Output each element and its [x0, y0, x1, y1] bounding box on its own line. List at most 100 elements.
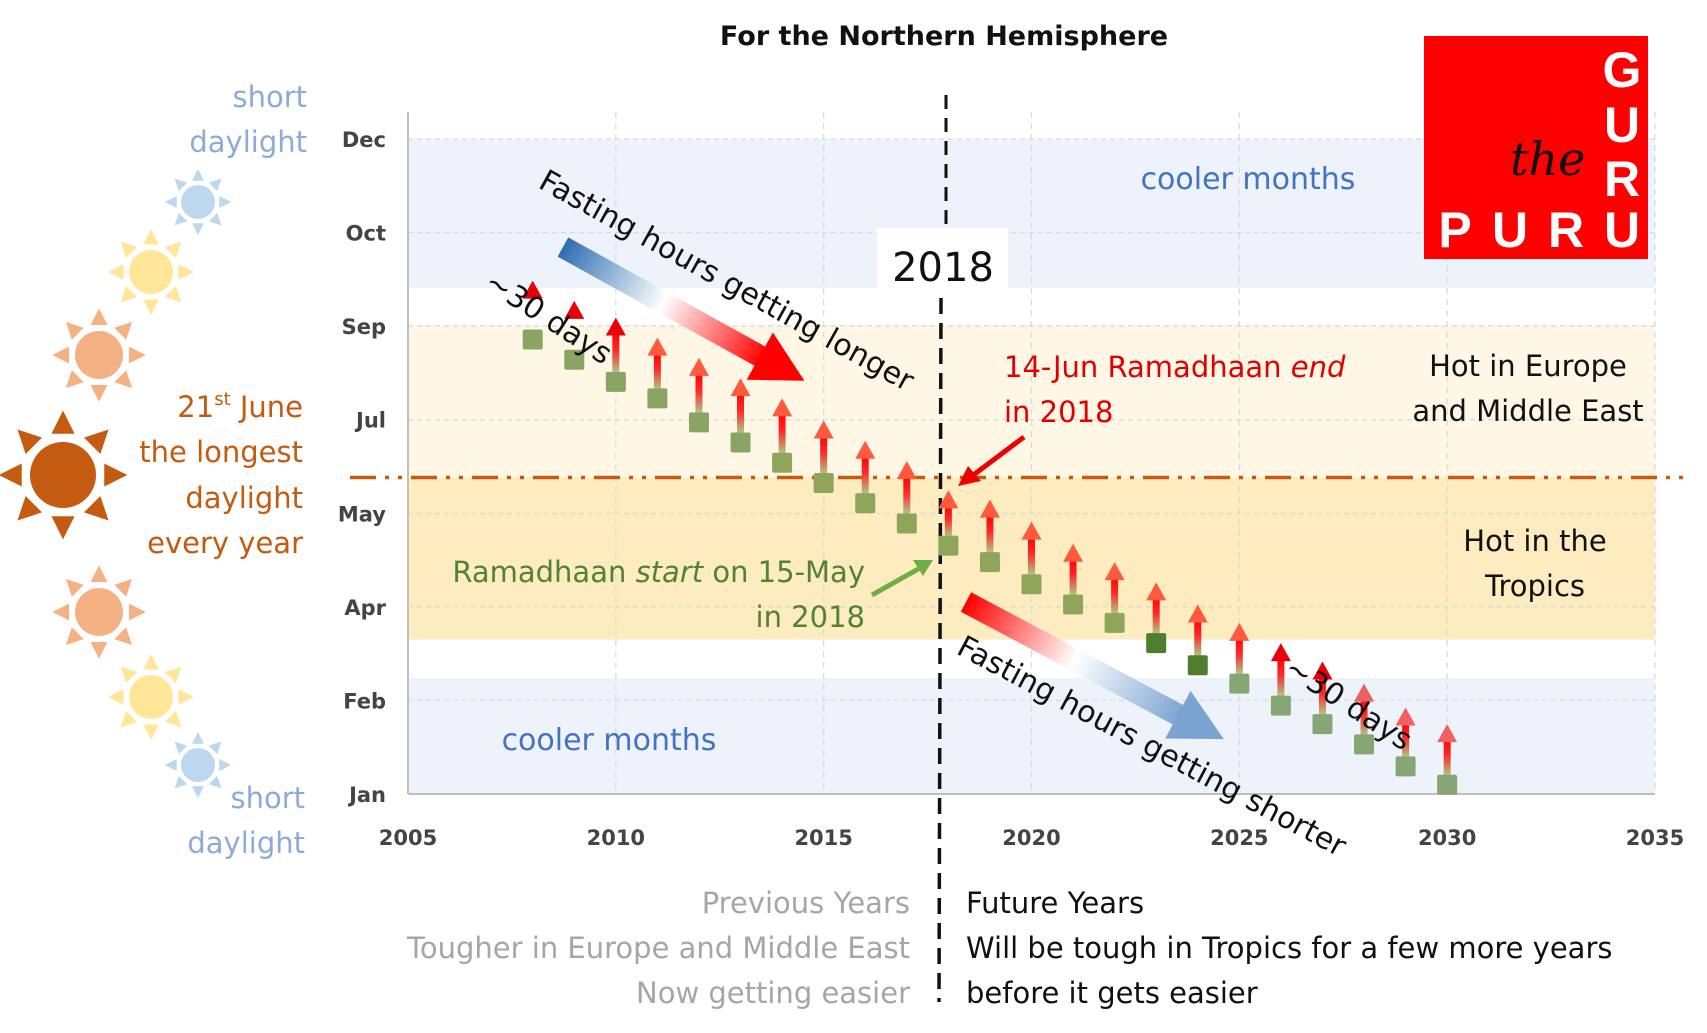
end-arrow-shaft — [1111, 576, 1119, 615]
logo-letter-u-row1: U — [1492, 202, 1528, 258]
band-label-cool-bottom: cooler months — [502, 723, 717, 758]
end-arrow-shaft — [903, 474, 911, 516]
the-guru-puru-logo: the G U R P U R U — [1424, 36, 1648, 259]
side-label-top-short: short — [232, 80, 307, 114]
end-arrow-head — [1437, 724, 1458, 743]
end-arrow-shaft — [737, 392, 745, 435]
y-tick-label: Jul — [354, 409, 386, 433]
start-marker — [1021, 574, 1042, 595]
sun-ray — [0, 463, 22, 487]
sun-disc — [181, 185, 215, 219]
sun-ray — [104, 463, 128, 487]
end-arrow-shaft — [1028, 535, 1035, 577]
end-arrow-head — [1021, 521, 1042, 540]
sun-ray — [90, 385, 108, 402]
sun-ray — [65, 321, 84, 340]
sun-ray — [52, 346, 69, 364]
end-arrow-head — [938, 490, 959, 509]
logo-letter-u-row2: U — [1604, 202, 1640, 258]
chart-title: For the Northern Hemisphere — [720, 21, 1168, 52]
band-label-europe-line2: and Middle East — [1412, 394, 1643, 428]
end-arrow-shaft — [1069, 557, 1077, 597]
logo-letter-g: G — [1603, 42, 1642, 98]
side-label-top-daylight: daylight — [189, 125, 307, 159]
sun-ray — [208, 212, 222, 226]
sun-ray — [165, 286, 182, 303]
sun-icon — [52, 308, 146, 402]
sun-ray — [114, 370, 133, 389]
sun-ray — [90, 308, 108, 325]
end-arrow-shaft — [820, 434, 828, 476]
sun-ray — [108, 264, 124, 280]
sun-ray — [164, 196, 177, 208]
end-arrow-shaft — [1235, 636, 1243, 676]
sun-ray — [208, 741, 222, 755]
sun-ray — [129, 346, 146, 364]
end-arrow-shaft — [653, 351, 661, 391]
start-marker — [688, 412, 709, 433]
start-marker — [1146, 633, 1167, 654]
annotation-end-line1: 14-Jun Ramadhaan end — [1004, 350, 1346, 384]
footer-previous-years: Previous Years — [702, 886, 910, 920]
sun-ray — [120, 241, 137, 258]
y-tick-labels: Jan Feb Apr May Jul Sep Oct Dec — [338, 128, 387, 807]
footer-before-easier: before it gets easier — [966, 976, 1258, 1010]
sun-ray — [219, 196, 232, 208]
sun-disc — [30, 442, 96, 508]
end-arrow-head — [1395, 707, 1416, 726]
sun-ray — [174, 212, 188, 226]
sun-ray — [143, 654, 159, 670]
start-marker — [1312, 714, 1333, 735]
end-arrow-head — [647, 337, 668, 356]
y-tick-label: Jan — [347, 783, 386, 807]
sun-ray — [174, 741, 188, 755]
sun-ray — [164, 759, 177, 771]
start-marker — [522, 329, 543, 350]
end-arrow-head — [979, 499, 1000, 518]
start-marker — [1395, 756, 1416, 777]
sun-ray — [192, 731, 204, 744]
side-label-longest: the longest — [139, 435, 303, 469]
sun-ray — [90, 565, 108, 582]
end-arrow-shaft — [944, 504, 952, 538]
sun-disc — [129, 675, 173, 719]
end-arrow-shaft — [1402, 721, 1410, 759]
end-arrow-head — [1187, 604, 1208, 623]
end-arrow-shaft — [778, 412, 786, 455]
y-tick-label: Dec — [342, 128, 386, 152]
end-arrow-head — [772, 398, 793, 417]
sun-ray — [219, 759, 232, 771]
end-arrow-head — [564, 300, 585, 319]
sun-ray — [114, 321, 133, 340]
side-label-bottom-short: short — [230, 781, 305, 815]
y-tick-label: Sep — [342, 315, 386, 339]
start-marker — [1104, 612, 1125, 633]
x-tick-label: 2010 — [587, 826, 645, 850]
sun-ray — [174, 178, 188, 192]
end-arrow-shaft — [1360, 697, 1368, 737]
sun-ray — [143, 724, 159, 740]
y-tick-label: May — [338, 502, 386, 526]
start-marker — [772, 452, 793, 473]
sun-icon — [0, 410, 128, 540]
start-marker — [979, 552, 1000, 573]
sun-ray — [143, 299, 159, 315]
x-tick-label: 2035 — [1626, 826, 1684, 850]
sun-ray — [65, 627, 84, 646]
arrow-getting-longer — [557, 237, 805, 381]
sun-ray — [120, 286, 137, 303]
sun-ray — [90, 642, 108, 659]
y-tick-label: Feb — [343, 689, 386, 713]
logo-letter-p: P — [1438, 202, 1471, 258]
y-tick-label: Oct — [346, 222, 386, 246]
end-arrow-shaft — [986, 513, 994, 555]
end-arrow-shaft — [1152, 596, 1160, 636]
footer-tough-tropics: Will be tough in Tropics for a few more … — [966, 931, 1612, 965]
sun-ray — [120, 666, 137, 683]
end-arrow-shaft — [1194, 618, 1202, 658]
footer-now-easier: Now getting easier — [636, 976, 910, 1010]
end-arrow-shaft — [861, 454, 869, 496]
sun-disc — [75, 331, 123, 379]
sun-ray — [114, 578, 133, 597]
sun-ray — [51, 516, 75, 540]
